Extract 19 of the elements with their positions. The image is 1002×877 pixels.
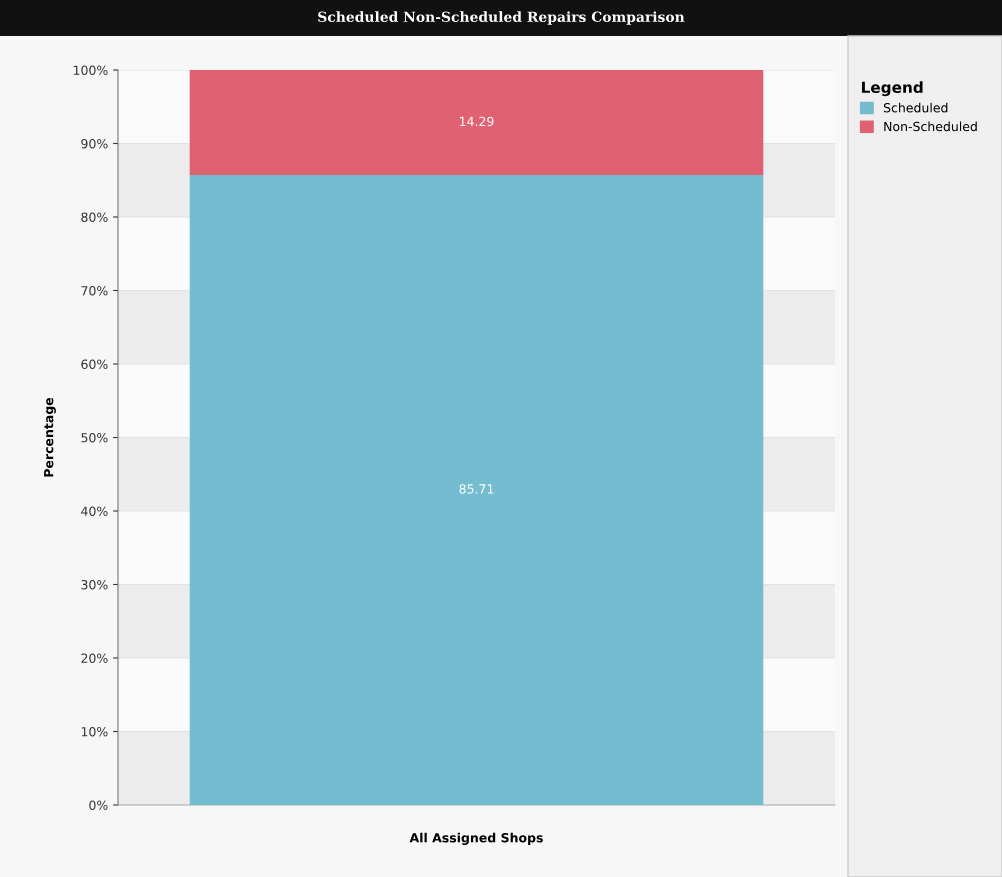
y-tick-label: 90% xyxy=(81,138,108,149)
chart-title: Scheduled Non-Scheduled Repairs Comparison xyxy=(318,11,685,25)
y-tick-label: 10% xyxy=(81,726,108,737)
y-tick-label: 30% xyxy=(81,579,108,590)
data-label: 85.71 xyxy=(459,484,494,494)
y-tick-label: 40% xyxy=(81,506,108,516)
y-tick-label: 80% xyxy=(81,212,108,222)
x-tick-label: All Assigned Shops xyxy=(409,832,543,845)
legend-label: Non-Scheduled xyxy=(884,121,977,132)
y-tick-label: 20% xyxy=(81,653,108,663)
y-tick-label: 100% xyxy=(73,65,108,75)
y-tick-label: 0% xyxy=(89,800,108,810)
data-label: 14.29 xyxy=(459,116,494,127)
y-tick-label: 60% xyxy=(81,359,108,369)
legend-label: Scheduled xyxy=(883,102,948,113)
y-tick-label: 70% xyxy=(81,285,108,296)
y-axis-title: Percentage xyxy=(44,397,56,477)
legend-title: Legend xyxy=(861,81,923,97)
y-tick-label: 50% xyxy=(81,432,108,443)
